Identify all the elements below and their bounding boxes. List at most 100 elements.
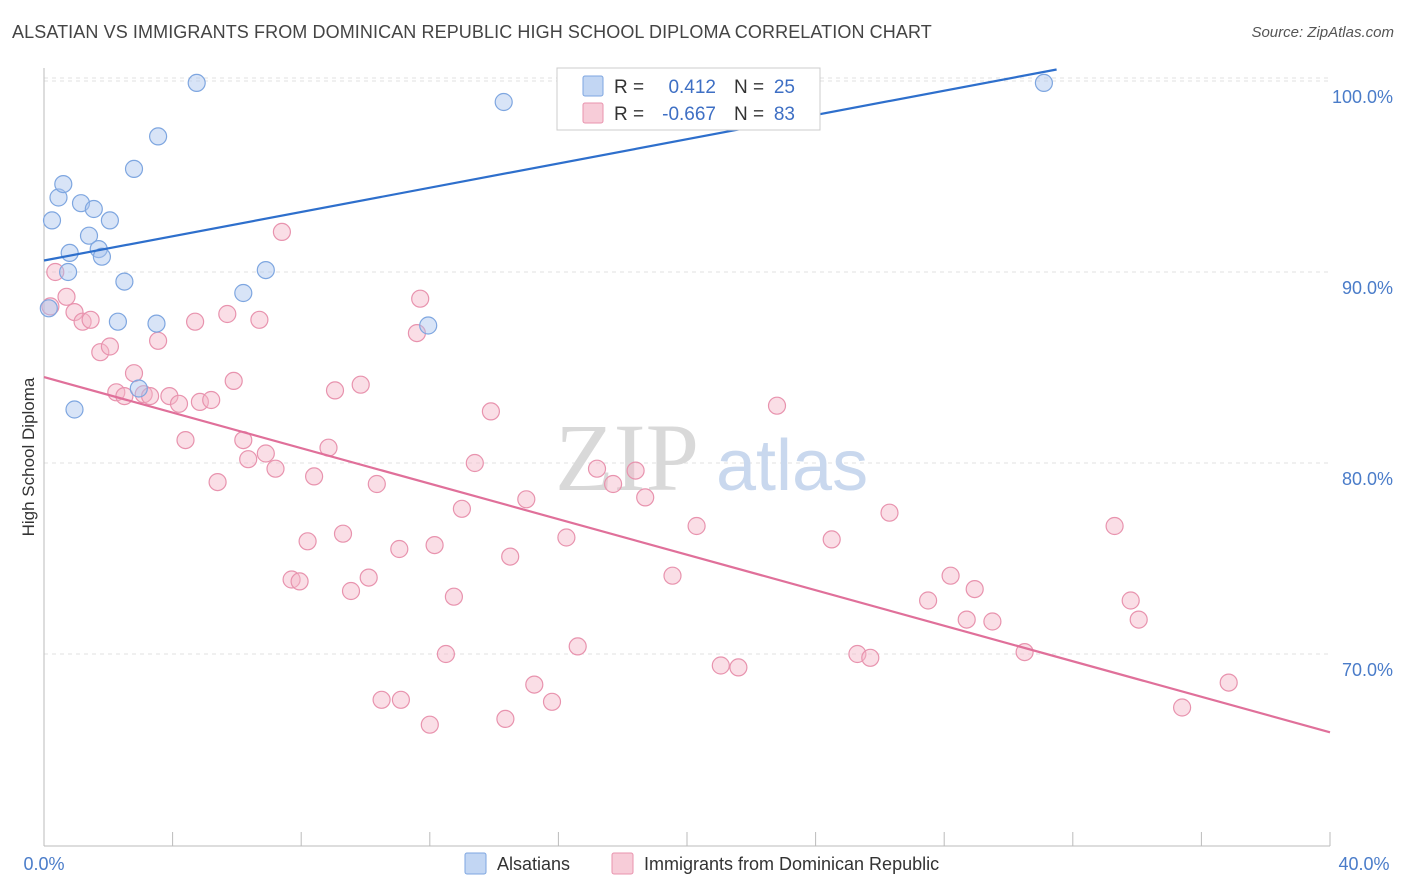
alsatians-point-12 (108, 312, 128, 331)
dominican-point-54 (517, 490, 536, 509)
alsatians-point-18 (187, 73, 206, 93)
dominican-point-5 (81, 310, 100, 329)
dominican-point-39 (367, 474, 386, 494)
dominican-point-52 (496, 709, 515, 729)
dominican-point-40 (372, 690, 391, 709)
y-tick-label-80: 80.0% (1342, 469, 1393, 489)
dominican-point-79 (1121, 591, 1140, 610)
dominican-point-31 (298, 532, 317, 551)
legend-swatch-alsatians (582, 75, 604, 97)
alsatians-point-1 (42, 211, 62, 230)
y-axis-tick-labels: 70.0% 80.0% 90.0% 100.0% (1332, 87, 1393, 680)
dominican-point-76 (983, 612, 1002, 631)
legend-r-value-1: 0.412 (668, 77, 716, 98)
alsatians-point-10 (92, 247, 112, 266)
dominican-point-60 (603, 474, 623, 494)
dominican-point-48 (444, 587, 463, 606)
dominican-point-53 (501, 547, 520, 566)
legend-r-label-2: R = (614, 104, 644, 125)
dominican-point-2 (57, 287, 76, 306)
dominican-point-1 (46, 262, 65, 282)
dominican-point-64 (687, 516, 706, 536)
dominican-point-25 (250, 310, 269, 329)
y-tick-label-90: 90.0% (1342, 278, 1393, 298)
alsatians-point-22 (419, 316, 438, 335)
legend-swatch-dominican (582, 102, 604, 124)
dominican-point-20 (208, 473, 227, 492)
alsatians-point-3 (54, 175, 73, 194)
alsatians-point-5 (58, 262, 78, 282)
dominican-point-55 (525, 675, 544, 694)
dominican-point-10 (124, 364, 144, 383)
dominican-point-15 (169, 394, 189, 413)
dominican-point-19 (202, 390, 221, 410)
alsatians-point-19 (234, 283, 253, 303)
dominican-point-44 (411, 289, 430, 308)
legend-r-value-2: -0.667 (662, 104, 716, 125)
dominican-point-7 (100, 337, 120, 356)
legend-n-value-1: 25 (774, 77, 795, 98)
dominican-point-50 (465, 453, 484, 473)
alsatians-point-21 (65, 400, 84, 419)
alsatians-point-7 (79, 226, 99, 245)
dominican-point-73 (941, 566, 960, 585)
x-tick-label-max: 40.0% (1338, 854, 1389, 874)
dominican-point-78 (1105, 516, 1124, 536)
alsatians-point-8 (84, 199, 103, 219)
dominican-point-38 (359, 568, 378, 587)
dominican-point-14 (160, 387, 179, 406)
dominican-point-62 (636, 488, 655, 507)
dominican-point-81 (1172, 698, 1192, 717)
dominican-point-68 (822, 530, 841, 549)
dominican-point-26 (256, 444, 275, 463)
x-tick-label-min: 0.0% (23, 854, 64, 874)
dominican-point-32 (305, 467, 324, 486)
dominican-point-51 (481, 402, 500, 421)
alsatians-point-2 (49, 188, 68, 207)
dominican-point-6 (91, 343, 110, 362)
dominican-point-57 (557, 528, 576, 547)
dominican-point-71 (880, 503, 899, 522)
dominican-trend-line (43, 376, 1331, 734)
dominican-point-72 (918, 591, 938, 610)
dominican-point-35 (333, 524, 353, 543)
dominican-point-56 (542, 692, 562, 711)
dominican-point-34 (325, 381, 345, 400)
dominican-point-58 (568, 637, 587, 656)
dominican-point-74 (957, 610, 976, 629)
watermark-zip: ZIP (555, 404, 699, 511)
alsatians-point-23 (494, 92, 513, 112)
dominican-point-66 (729, 658, 748, 677)
dominican-point-42 (391, 690, 410, 709)
scatter-points (39, 73, 1238, 734)
y-tick-label-100: 100.0% (1332, 87, 1393, 107)
legend-n-label-2: N = (734, 104, 764, 125)
stats-legend: R = 0.412 N = 25 R = -0.667 N = 83 (556, 67, 821, 131)
dominican-point-13 (149, 331, 168, 350)
series-legend-swatch-alsatians (464, 852, 487, 875)
chart-title: ALSATIAN VS IMMIGRANTS FROM DOMINICAN RE… (12, 22, 932, 42)
alsatians-point-20 (256, 261, 275, 280)
dominican-point-16 (176, 431, 195, 450)
dominican-point-49 (452, 499, 471, 518)
alsatians-point-0 (39, 299, 58, 318)
dominican-point-82 (1219, 673, 1238, 692)
dominican-point-67 (767, 396, 787, 415)
dominican-point-27 (266, 459, 285, 478)
dominican-point-18 (190, 392, 209, 411)
legend-n-label-1: N = (734, 77, 764, 98)
dominican-point-45 (420, 715, 439, 734)
dominican-point-30 (290, 572, 309, 591)
dominican-point-47 (436, 644, 455, 664)
alsatians-point-13 (115, 272, 134, 291)
alsatians-point-11 (100, 211, 120, 230)
dominican-point-46 (425, 535, 444, 555)
alsatians-point-15 (129, 379, 148, 398)
dominican-point-65 (711, 656, 730, 675)
dominican-point-22 (224, 371, 243, 390)
dominican-point-37 (351, 375, 370, 394)
dominican-point-80 (1129, 610, 1148, 629)
dominican-point-36 (341, 581, 361, 601)
dominican-point-28 (272, 222, 291, 241)
